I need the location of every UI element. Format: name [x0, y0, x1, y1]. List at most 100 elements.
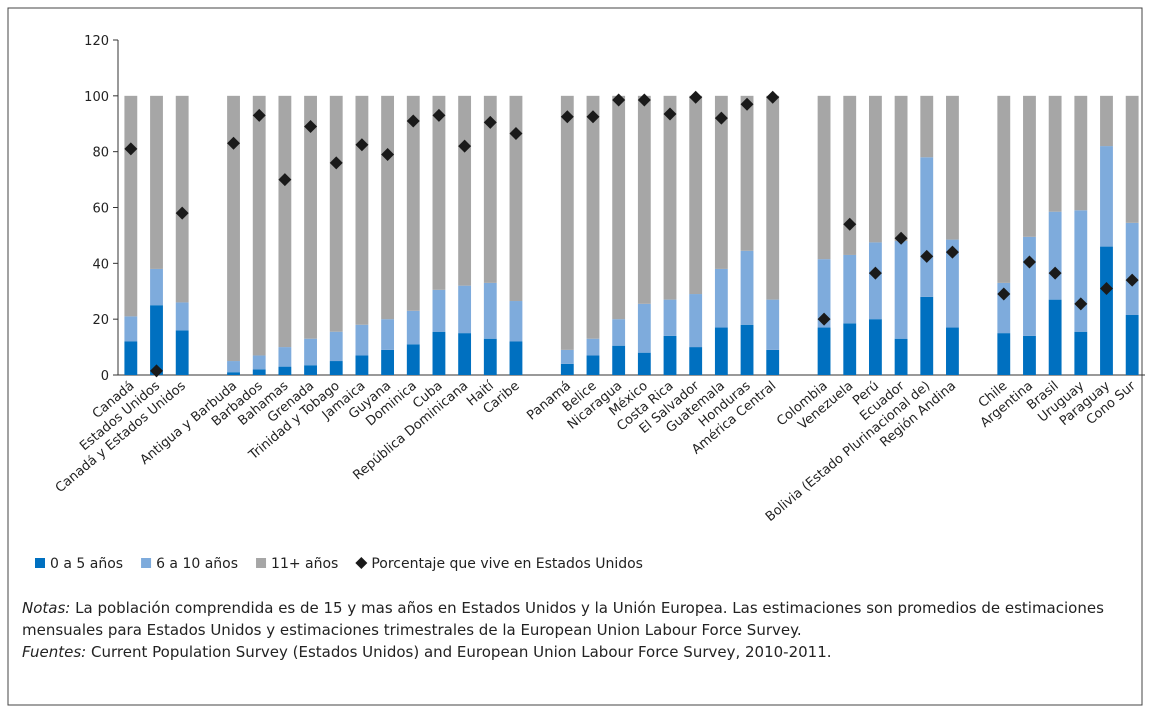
frame	[7, 7, 1143, 706]
bar-segment	[329, 331, 343, 362]
legend-item: Porcentaje que vive en Estados Unidos	[355, 556, 643, 572]
diamond-marker	[432, 108, 446, 122]
bar-segment	[381, 319, 395, 350]
bar-segment	[406, 310, 420, 345]
note-text: Current Population Survey (Estados Unido…	[91, 643, 832, 661]
bar-segment	[227, 95, 240, 362]
diamond-marker	[1048, 266, 1062, 280]
bar-segment	[1048, 299, 1062, 375]
bar-segment	[304, 95, 317, 339]
note: Fuentes: Current Population Survey (Esta…	[22, 641, 1127, 663]
diamond-marker	[406, 114, 420, 128]
bar-segment	[1023, 335, 1036, 375]
bar-segment	[868, 242, 882, 320]
bar-segment	[432, 289, 446, 332]
diamond-marker	[1022, 255, 1036, 269]
bar-segment	[920, 95, 934, 158]
bar-segment	[560, 363, 574, 375]
bar-segment	[1125, 222, 1139, 315]
bar-segment	[458, 333, 472, 375]
bar-segment	[1074, 210, 1088, 332]
legend-swatch	[355, 557, 368, 569]
note-label: Fuentes:	[22, 643, 87, 661]
bar-segment	[560, 95, 574, 350]
bar-segment	[689, 347, 703, 375]
bar-segment	[355, 324, 369, 356]
bar-segment	[843, 95, 857, 255]
bar-segment	[663, 95, 677, 300]
diamond-marker	[175, 206, 189, 220]
note-label: Notas:	[22, 599, 71, 617]
legend-item: 11+ años	[256, 556, 338, 572]
diamond-marker	[509, 127, 523, 141]
y-tick-label: 40	[92, 257, 109, 272]
bar-segment	[689, 95, 703, 295]
bar-segment	[175, 330, 189, 375]
bar-segment	[1100, 246, 1113, 375]
legend-swatch	[35, 558, 45, 568]
bar-segment	[278, 366, 292, 375]
y-tick-label: 60	[92, 202, 109, 217]
bar-segment	[1074, 95, 1088, 211]
bar-segment	[997, 95, 1011, 283]
legend-item: 6 a 10 años	[141, 556, 238, 572]
bar-segment	[586, 338, 600, 356]
bar-segment	[740, 95, 754, 251]
bar-segment	[252, 369, 266, 375]
bar-segment	[997, 333, 1011, 375]
bar-segment	[894, 241, 908, 339]
y-tick-label: 0	[101, 369, 109, 384]
bar-segment	[329, 95, 343, 332]
bar-segment	[843, 254, 857, 324]
bar-segment	[560, 349, 574, 364]
bar-segment	[227, 372, 240, 375]
bar-segment	[1048, 211, 1062, 300]
bar-segment	[920, 296, 934, 375]
diamond-marker	[868, 266, 882, 280]
legend-label: 6 a 10 años	[156, 556, 238, 572]
bar-segment	[843, 323, 857, 375]
bar-segment	[946, 239, 959, 328]
bar-segment	[1023, 95, 1036, 237]
legend-label: Porcentaje que vive en Estados Unidos	[371, 556, 643, 572]
bar-segment	[175, 302, 189, 331]
diamond-marker	[843, 217, 857, 231]
bar-segment	[483, 338, 497, 375]
bar-segment	[124, 95, 138, 317]
bar-segment	[586, 95, 600, 339]
legend-item: 0 a 5 años	[35, 556, 123, 572]
bar-segment	[406, 344, 420, 375]
diamond-marker	[1099, 281, 1113, 295]
y-tick-label: 80	[92, 146, 109, 161]
bar-segment	[766, 349, 780, 375]
bar-segment	[1100, 146, 1113, 247]
bar-segment	[637, 352, 651, 375]
diamond-marker	[150, 364, 164, 378]
bar-segment	[509, 301, 523, 342]
diamond-marker	[355, 138, 369, 152]
bar-segment	[1048, 95, 1062, 212]
bar-segment	[381, 349, 395, 375]
bar-segment	[406, 95, 420, 311]
diamond-marker	[817, 312, 831, 326]
diamond-marker	[252, 108, 266, 122]
diamond-marker	[458, 139, 472, 153]
diamond-marker	[997, 287, 1011, 301]
diamond-marker	[124, 142, 138, 156]
note-text: La población comprendida es de 15 y mas …	[22, 599, 1104, 639]
diamond-marker	[1125, 273, 1139, 287]
bar-segment	[304, 338, 317, 366]
bar-segment	[150, 305, 163, 375]
bar-segment	[150, 95, 163, 269]
bar-segment	[740, 250, 754, 325]
diamond-marker	[586, 110, 600, 124]
bar-segment	[612, 95, 626, 320]
y-tick-label: 100	[84, 90, 109, 105]
diamond-marker	[689, 90, 703, 104]
bar-segment	[946, 327, 959, 375]
bar-segment	[458, 95, 472, 286]
legend-swatch	[141, 558, 152, 568]
bar-segment	[124, 316, 138, 342]
